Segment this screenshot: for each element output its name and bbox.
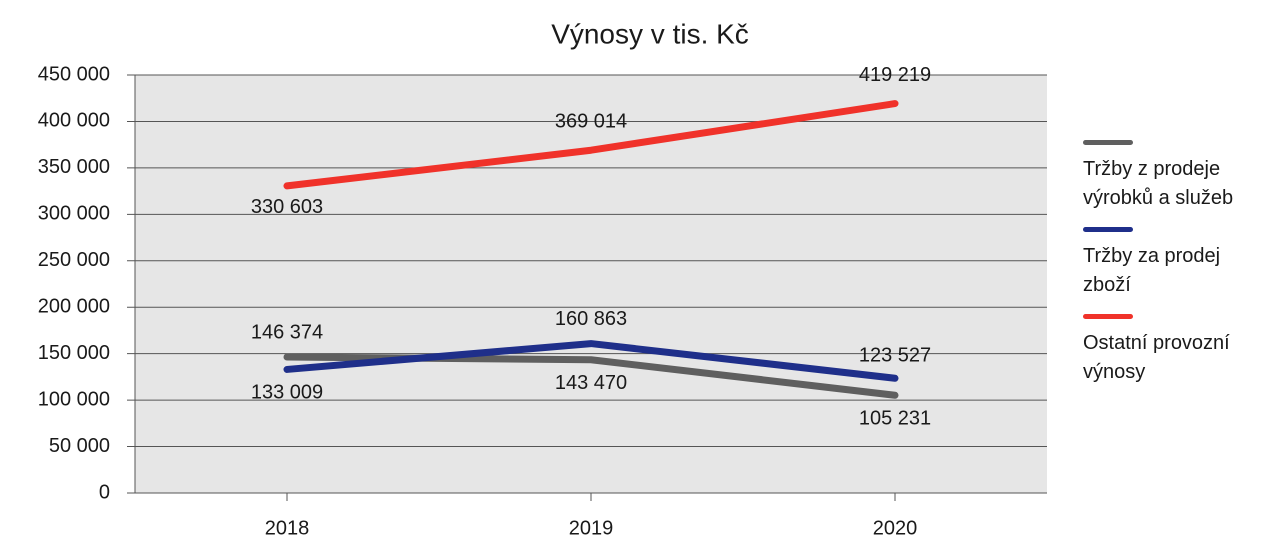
legend-item: Tržby z prodeje výrobků a služeb [1083,140,1273,213]
chart-title: Výnosy v tis. Kč [551,18,749,49]
plot-area [135,75,1047,493]
data-label: 369 014 [555,111,627,133]
y-tick-label: 100 000 [38,388,110,410]
legend-swatch [1083,314,1133,319]
y-tick-label: 200 000 [38,296,110,318]
x-tick-label: 2018 [265,517,310,539]
y-tick-label: 150 000 [38,342,110,364]
data-label: 160 863 [555,308,627,330]
legend-label: Ostatní provozní výnosy [1083,332,1230,383]
legend-item: Tržby za prodej zboží [1083,227,1273,300]
x-tick-label: 2020 [873,517,918,539]
data-label: 105 231 [859,408,931,430]
legend-item: Ostatní provozní výnosy [1083,314,1273,387]
y-tick-label: 0 [99,481,110,503]
data-label: 133 009 [251,382,323,404]
legend-swatch [1083,227,1133,232]
data-label: 419 219 [859,64,931,86]
series-line [283,100,899,190]
x-tick-label: 2019 [569,517,614,539]
y-tick-label: 50 000 [49,435,110,457]
y-tick-label: 450 000 [38,63,110,85]
legend-label: Tržby za prodej zboží [1083,245,1221,296]
legend: Tržby z prodeje výrobků a služeb Tržby za… [1083,140,1273,401]
y-tick-label: 250 000 [38,249,110,271]
y-tick-label: 350 000 [38,156,110,178]
data-label: 123 527 [859,345,931,367]
data-label: 330 603 [251,196,323,218]
data-label: 143 470 [555,372,627,394]
y-tick-label: 300 000 [38,203,110,225]
series-line [283,340,899,382]
legend-swatch [1083,140,1133,145]
data-label: 146 374 [251,321,323,343]
y-tick-label: 400 000 [38,110,110,132]
legend-label: Tržby z prodeje výrobků a služeb [1083,158,1234,209]
